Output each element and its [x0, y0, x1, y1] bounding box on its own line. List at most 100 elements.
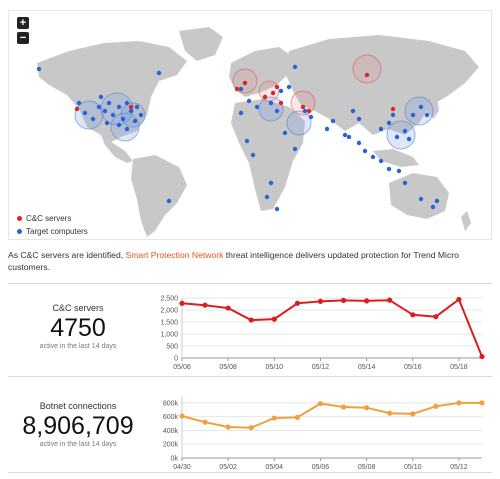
- target-marker[interactable]: [134, 104, 140, 110]
- target-marker[interactable]: [302, 108, 308, 114]
- target-marker[interactable]: [356, 116, 362, 122]
- target-marker[interactable]: [308, 114, 314, 120]
- target-marker[interactable]: [424, 112, 430, 118]
- data-point[interactable]: [225, 305, 231, 311]
- target-marker[interactable]: [330, 118, 336, 124]
- target-marker[interactable]: [238, 110, 244, 116]
- data-point[interactable]: [179, 413, 185, 419]
- target-cluster-circle[interactable]: [258, 96, 284, 122]
- target-cluster-circle[interactable]: [404, 96, 434, 126]
- target-marker[interactable]: [346, 134, 352, 140]
- cc-marker[interactable]: [278, 100, 284, 106]
- cc-marker[interactable]: [274, 84, 280, 90]
- cc-marker[interactable]: [234, 86, 240, 92]
- zoom-out-button[interactable]: −: [17, 32, 29, 44]
- target-marker[interactable]: [104, 120, 110, 126]
- target-marker[interactable]: [106, 100, 112, 106]
- cc-marker[interactable]: [306, 108, 312, 114]
- data-point[interactable]: [202, 419, 208, 425]
- data-point[interactable]: [317, 298, 324, 304]
- target-cluster-circle[interactable]: [110, 112, 140, 142]
- target-marker[interactable]: [244, 138, 250, 144]
- data-point[interactable]: [271, 316, 277, 322]
- target-marker[interactable]: [402, 180, 408, 186]
- target-marker[interactable]: [292, 146, 298, 152]
- target-marker[interactable]: [82, 110, 88, 116]
- target-marker[interactable]: [378, 126, 384, 132]
- data-point[interactable]: [387, 297, 393, 303]
- target-marker[interactable]: [378, 158, 384, 164]
- target-marker[interactable]: [124, 126, 130, 132]
- data-point[interactable]: [410, 411, 416, 417]
- data-point[interactable]: [271, 415, 277, 421]
- target-marker[interactable]: [76, 100, 82, 106]
- cc-marker[interactable]: [242, 80, 248, 86]
- botnet-connections-chart[interactable]: 0k 200k 400k 600k 800k 04/30 05/02 05/04 05/06 05…: [148, 380, 492, 472]
- cc-cluster-circle[interactable]: [352, 54, 382, 84]
- target-marker[interactable]: [264, 194, 270, 200]
- data-point[interactable]: [179, 300, 185, 306]
- target-marker[interactable]: [238, 86, 244, 92]
- target-marker[interactable]: [286, 84, 292, 90]
- target-marker[interactable]: [124, 100, 130, 106]
- data-point[interactable]: [479, 353, 485, 360]
- target-marker[interactable]: [430, 204, 436, 210]
- data-point[interactable]: [479, 400, 485, 406]
- cc-marker[interactable]: [128, 104, 134, 110]
- data-point[interactable]: [433, 314, 439, 320]
- data-point[interactable]: [340, 297, 347, 303]
- target-cluster-circle[interactable]: [386, 120, 416, 150]
- data-point[interactable]: [364, 405, 370, 411]
- target-marker[interactable]: [410, 112, 416, 118]
- target-marker[interactable]: [390, 112, 396, 118]
- target-marker[interactable]: [138, 112, 144, 118]
- target-marker[interactable]: [342, 132, 348, 138]
- cc-cluster-circle[interactable]: [258, 80, 280, 102]
- target-cluster-circle[interactable]: [286, 110, 312, 136]
- data-point[interactable]: [225, 424, 231, 430]
- target-marker[interactable]: [96, 104, 102, 110]
- target-marker[interactable]: [132, 118, 138, 124]
- cc-servers-chart[interactable]: 0 500 1,000 1,500 2,000 2,500 05/06 05/08 05/10 0…: [148, 286, 492, 374]
- target-marker[interactable]: [278, 88, 284, 94]
- target-marker[interactable]: [350, 108, 356, 114]
- cc-marker[interactable]: [270, 90, 276, 96]
- cc-marker[interactable]: [262, 94, 268, 100]
- data-point[interactable]: [248, 317, 254, 323]
- target-marker[interactable]: [116, 104, 122, 110]
- target-marker[interactable]: [116, 122, 122, 128]
- target-marker[interactable]: [268, 180, 274, 186]
- target-marker[interactable]: [356, 140, 362, 146]
- target-marker[interactable]: [402, 128, 408, 134]
- target-marker[interactable]: [128, 108, 134, 114]
- zoom-in-button[interactable]: +: [17, 17, 29, 29]
- data-point[interactable]: [294, 300, 300, 306]
- target-marker[interactable]: [156, 70, 162, 76]
- data-point[interactable]: [317, 400, 324, 407]
- cc-marker[interactable]: [74, 106, 80, 112]
- target-marker[interactable]: [254, 104, 260, 110]
- target-marker[interactable]: [102, 108, 108, 114]
- target-marker[interactable]: [406, 136, 412, 142]
- cc-marker[interactable]: [300, 104, 306, 110]
- data-point[interactable]: [248, 425, 254, 431]
- target-marker[interactable]: [120, 116, 126, 122]
- target-cluster-circle[interactable]: [74, 100, 104, 130]
- target-marker[interactable]: [36, 66, 42, 72]
- target-marker[interactable]: [324, 126, 330, 132]
- cc-marker[interactable]: [364, 72, 370, 78]
- target-marker[interactable]: [166, 198, 172, 204]
- data-point[interactable]: [456, 296, 462, 303]
- target-marker[interactable]: [250, 152, 256, 158]
- target-marker[interactable]: [98, 94, 104, 100]
- target-marker[interactable]: [370, 154, 376, 160]
- target-marker[interactable]: [268, 100, 274, 106]
- cc-marker[interactable]: [390, 106, 396, 112]
- target-marker[interactable]: [418, 196, 424, 202]
- data-point[interactable]: [364, 298, 370, 304]
- target-marker[interactable]: [282, 130, 288, 136]
- threat-map[interactable]: + − C&C servers Target computers: [8, 10, 492, 240]
- data-point[interactable]: [294, 414, 300, 420]
- target-marker[interactable]: [418, 104, 424, 110]
- target-marker[interactable]: [274, 108, 280, 114]
